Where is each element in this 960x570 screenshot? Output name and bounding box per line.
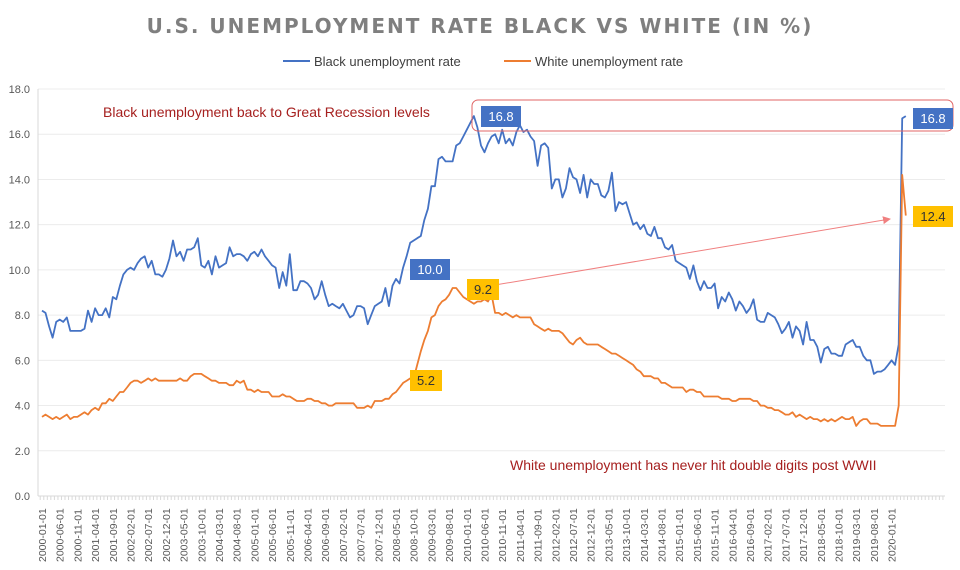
x-tick-label: 2004-08-01 <box>232 508 244 562</box>
x-tick-label: 2005-11-01 <box>285 509 297 562</box>
x-tick-label: 2010-01-01 <box>462 508 474 562</box>
data-label-box <box>913 108 953 129</box>
data-label: 12.4 <box>920 209 945 224</box>
x-tick-label: 2005-01-01 <box>249 508 261 562</box>
data-label-box <box>467 279 499 300</box>
callout-box <box>471 99 954 132</box>
x-tick-label: 2010-11-01 <box>497 509 509 562</box>
x-tick-label: 2014-08-01 <box>657 508 669 562</box>
legend-label-white: White unemployment rate <box>535 54 683 69</box>
x-tick-label: 2013-10-01 <box>621 508 633 562</box>
x-tick-label: 2003-05-01 <box>179 508 191 562</box>
x-tick-label: 2014-03-01 <box>639 508 651 562</box>
x-tick-label: 2012-12-01 <box>586 508 598 562</box>
y-tick-label: 12.0 <box>9 220 30 232</box>
x-tick-label: 2015-11-01 <box>710 509 722 562</box>
data-label-box <box>481 106 521 127</box>
x-tick-label: 2006-04-01 <box>303 508 315 562</box>
y-tick-label: 10.0 <box>9 265 30 277</box>
y-tick-label: 6.0 <box>15 355 30 367</box>
annotation-black: Black unemployment back to Great Recessi… <box>103 104 430 120</box>
x-tick-label: 2011-09-01 <box>533 509 545 562</box>
legend: Black unemployment rate White unemployme… <box>283 54 683 69</box>
x-tick-label: 2000-11-01 <box>72 509 84 562</box>
x-tick-label: 2013-05-01 <box>603 508 615 562</box>
x-tick-label: 2008-10-01 <box>409 508 421 562</box>
x-tick-label: 2020-01-01 <box>887 508 899 562</box>
x-tick-label: 2002-07-01 <box>143 508 155 562</box>
x-tick-label: 2008-05-01 <box>391 508 403 562</box>
y-tick-label: 14.0 <box>9 174 30 186</box>
x-tick-label: 2000-06-01 <box>55 508 67 562</box>
callout-arrow <box>494 216 891 286</box>
x-tick-label: 2007-02-01 <box>338 508 350 562</box>
x-tick-label: 2011-04-01 <box>515 509 527 562</box>
y-tick-label: 18.0 <box>9 84 30 96</box>
x-tick-label: 2017-02-01 <box>763 508 775 562</box>
x-tick-label: 2007-07-01 <box>356 508 368 562</box>
y-tick-label: 16.0 <box>9 129 30 141</box>
x-tick-label: 2017-07-01 <box>780 508 792 562</box>
x-tick-label: 2018-05-01 <box>816 508 828 562</box>
series-line-black <box>41 115 907 375</box>
x-tick-label: 2019-03-01 <box>851 508 863 562</box>
y-tick-label: 2.0 <box>15 446 30 458</box>
x-tick-label: 2009-03-01 <box>426 508 438 562</box>
x-tick-label: 2001-04-01 <box>90 508 102 562</box>
x-tick-label: 2012-02-01 <box>550 508 562 562</box>
x-tick-label: 2018-10-01 <box>834 508 846 562</box>
x-tick-label: 2010-06-01 <box>480 508 492 562</box>
series-line-white <box>41 173 907 427</box>
x-tick-label: 2015-01-01 <box>674 508 686 562</box>
x-tick-label: 2001-09-01 <box>108 508 120 562</box>
x-tick-label: 2017-12-01 <box>798 508 810 562</box>
x-tick-label: 2019-08-01 <box>869 508 881 562</box>
annotation-white: White unemployment has never hit double … <box>510 457 877 473</box>
x-tick-label: 2002-02-01 <box>126 508 138 562</box>
x-tick-label: 2016-04-01 <box>727 508 739 562</box>
data-label: 10.0 <box>417 262 442 277</box>
data-label-box <box>410 370 442 391</box>
x-tick-label: 2002-12-01 <box>161 508 173 562</box>
x-tick-label: 2007-12-01 <box>373 508 385 562</box>
data-label: 16.8 <box>920 111 945 126</box>
data-label-box <box>410 259 450 280</box>
x-tick-label: 2005-06-01 <box>267 508 279 562</box>
data-label: 5.2 <box>417 373 435 388</box>
y-tick-label: 4.0 <box>15 401 30 413</box>
y-tick-label: 0.0 <box>15 491 30 503</box>
chart-title: U.S. UNEMPLOYMENT RATE BLACK VS WHITE (I… <box>147 14 814 38</box>
x-tick-label: 2000-01-01 <box>37 508 49 562</box>
x-tick-label: 2009-08-01 <box>444 508 456 562</box>
legend-label-black: Black unemployment rate <box>314 54 461 69</box>
x-tick-label: 2012-07-01 <box>568 508 580 562</box>
x-tick-label: 2003-10-01 <box>196 508 208 562</box>
data-label: 16.8 <box>488 109 513 124</box>
x-tick-label: 2006-09-01 <box>320 508 332 562</box>
x-tick-label: 2015-06-01 <box>692 508 704 562</box>
y-tick-label: 8.0 <box>15 310 30 322</box>
x-tick-label: 2016-09-01 <box>745 508 757 562</box>
data-label-box <box>913 206 953 227</box>
data-label: 9.2 <box>474 282 492 297</box>
x-tick-label: 2004-03-01 <box>214 508 226 562</box>
